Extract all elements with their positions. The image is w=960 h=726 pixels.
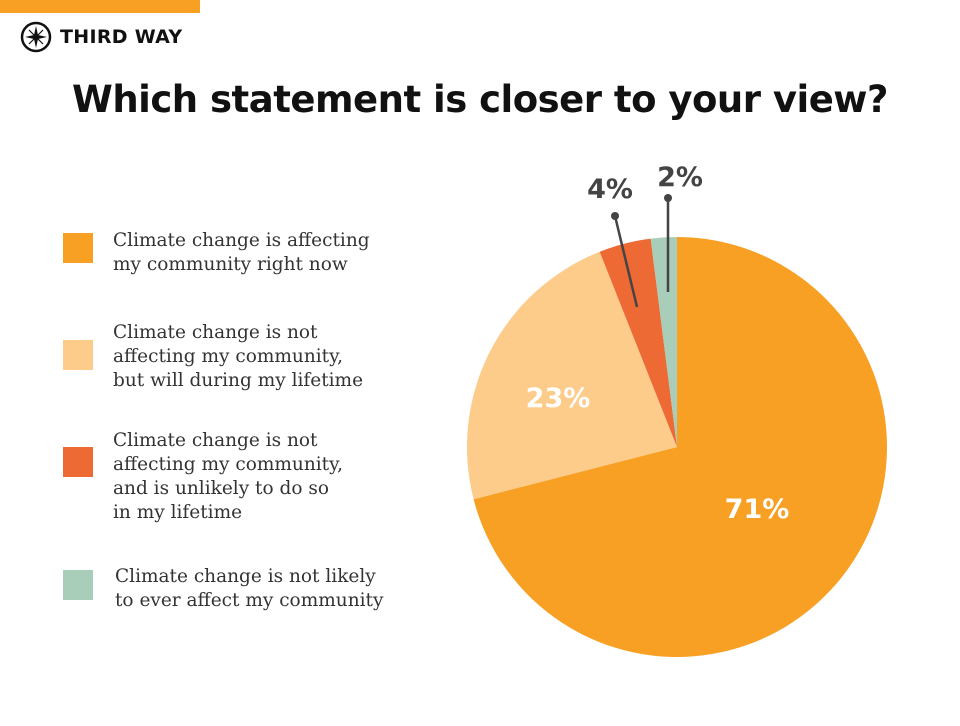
data-label: 4% [587,174,633,205]
pie-slice [473,237,888,658]
legend-label: Climate change is not affecting my commu… [113,322,364,391]
legend-label: Climate change is not affecting my commu… [113,430,343,523]
legend-swatch [63,447,93,477]
compass-icon [20,21,52,53]
legend-swatch [63,570,93,600]
callout-dot [664,194,672,202]
legend-label: Climate change is affecting my community… [113,230,370,275]
data-label: 2% [657,162,703,193]
chart-title: Which statement is closer to your view? [72,78,888,121]
legend-swatch [63,233,93,263]
callout-dot [611,212,619,220]
data-label: 23% [526,383,591,414]
data-label: 71% [725,494,790,525]
legend-swatch [63,340,93,370]
legend-label: Climate change is not likely to ever aff… [115,566,384,611]
brand-logo: THIRD WAY [20,21,182,53]
pie-slice [650,237,677,447]
top-accent-bar [0,0,200,13]
pie-slice [466,251,677,500]
pie-slice [599,238,677,447]
brand-name: THIRD WAY [60,26,183,48]
callout-line [613,215,639,308]
